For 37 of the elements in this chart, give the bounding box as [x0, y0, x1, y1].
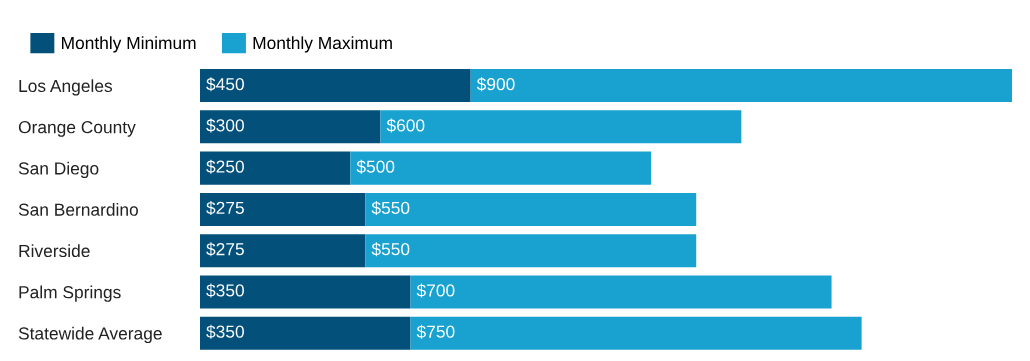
bar — [200, 151, 351, 185]
bar — [410, 316, 862, 350]
y-tick-label: Orange County — [18, 121, 136, 137]
legend-label: Monthly Minimum — [62, 36, 196, 53]
bar — [410, 275, 832, 309]
bar — [200, 234, 366, 268]
bar — [200, 316, 411, 350]
bar — [200, 110, 381, 144]
bar — [470, 69, 1012, 103]
data-label: $275 — [206, 201, 244, 216]
data-label: $900 — [476, 77, 515, 92]
data-label: $300 — [206, 118, 244, 133]
y-tick-label: San Bernardino — [18, 203, 138, 216]
data-label: $450 — [206, 77, 244, 92]
data-label: $600 — [386, 118, 425, 133]
bar — [200, 69, 471, 103]
data-label: $700 — [416, 283, 455, 298]
y-tick-label: Riverside — [19, 244, 90, 258]
bar — [365, 192, 697, 226]
bar — [365, 234, 697, 268]
data-label: $750 — [416, 324, 455, 339]
data-label: $500 — [356, 159, 395, 174]
y-tick-label: Los Angeles — [19, 79, 113, 96]
bar — [200, 275, 411, 309]
data-label: $250 — [206, 159, 244, 174]
bar — [380, 110, 742, 144]
data-label: $275 — [206, 242, 244, 257]
data-label: $550 — [371, 242, 410, 257]
legend-label: Monthly Maximum — [253, 36, 392, 53]
y-tick-label: San Diego — [18, 161, 99, 179]
y-tick-label: Palm Springs — [19, 285, 121, 302]
y-tick-label: Statewide Average — [18, 326, 162, 344]
data-label: $550 — [371, 201, 410, 216]
data-label: $350 — [206, 283, 244, 298]
data-label: $350 — [206, 324, 244, 339]
bar — [200, 192, 366, 226]
bar — [350, 151, 652, 185]
